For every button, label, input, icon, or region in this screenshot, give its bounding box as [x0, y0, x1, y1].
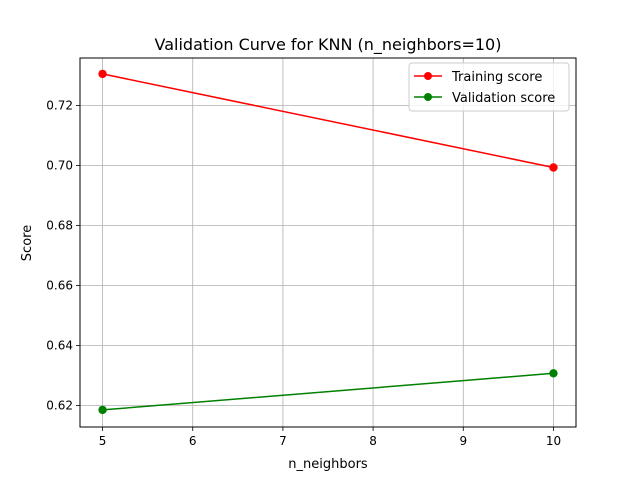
x-tick-label: 6 — [189, 434, 197, 448]
plot-frame — [79, 57, 577, 428]
x-tick-label: 8 — [369, 434, 377, 448]
y-tick-label: 0.62 — [46, 398, 73, 412]
chart-title: Validation Curve for KNN (n_neighbors=10… — [155, 35, 502, 55]
validation-score-point — [98, 405, 107, 415]
validation-score-point — [549, 369, 558, 378]
legend-label-validation: Validation score — [452, 91, 555, 106]
x-tick-label: 9 — [459, 434, 467, 448]
y-tick-label: 0.64 — [46, 338, 73, 352]
y-tick-label: 0.72 — [46, 98, 73, 112]
y-tick-label: 0.70 — [46, 158, 73, 172]
legend-marker-validation — [424, 93, 432, 101]
x-axis-label: n_neighbors — [288, 457, 368, 472]
x-axis-ticks: 5 6 7 8 9 10 — [99, 427, 561, 448]
y-axis-label: Score — [20, 225, 35, 261]
x-tick-label: 10 — [546, 434, 561, 448]
training-score-line — [102, 73, 554, 169]
legend-label-training: Training score — [451, 70, 542, 85]
grid — [80, 58, 576, 427]
y-tick-label: 0.66 — [46, 278, 73, 292]
legend-marker-training — [424, 72, 432, 80]
series-layer — [98, 69, 558, 415]
validation-score-line — [102, 372, 554, 411]
x-tick-label: 7 — [279, 434, 287, 448]
legend-frame — [408, 62, 570, 112]
y-tick-label: 0.68 — [46, 218, 73, 232]
legend: Training score Validation score — [408, 62, 570, 112]
training-score-point — [549, 163, 558, 172]
x-tick-label: 5 — [99, 434, 107, 448]
y-axis-ticks: 0.62 0.64 0.66 0.68 0.70 0.72 — [46, 98, 80, 412]
training-score-point — [98, 69, 107, 79]
